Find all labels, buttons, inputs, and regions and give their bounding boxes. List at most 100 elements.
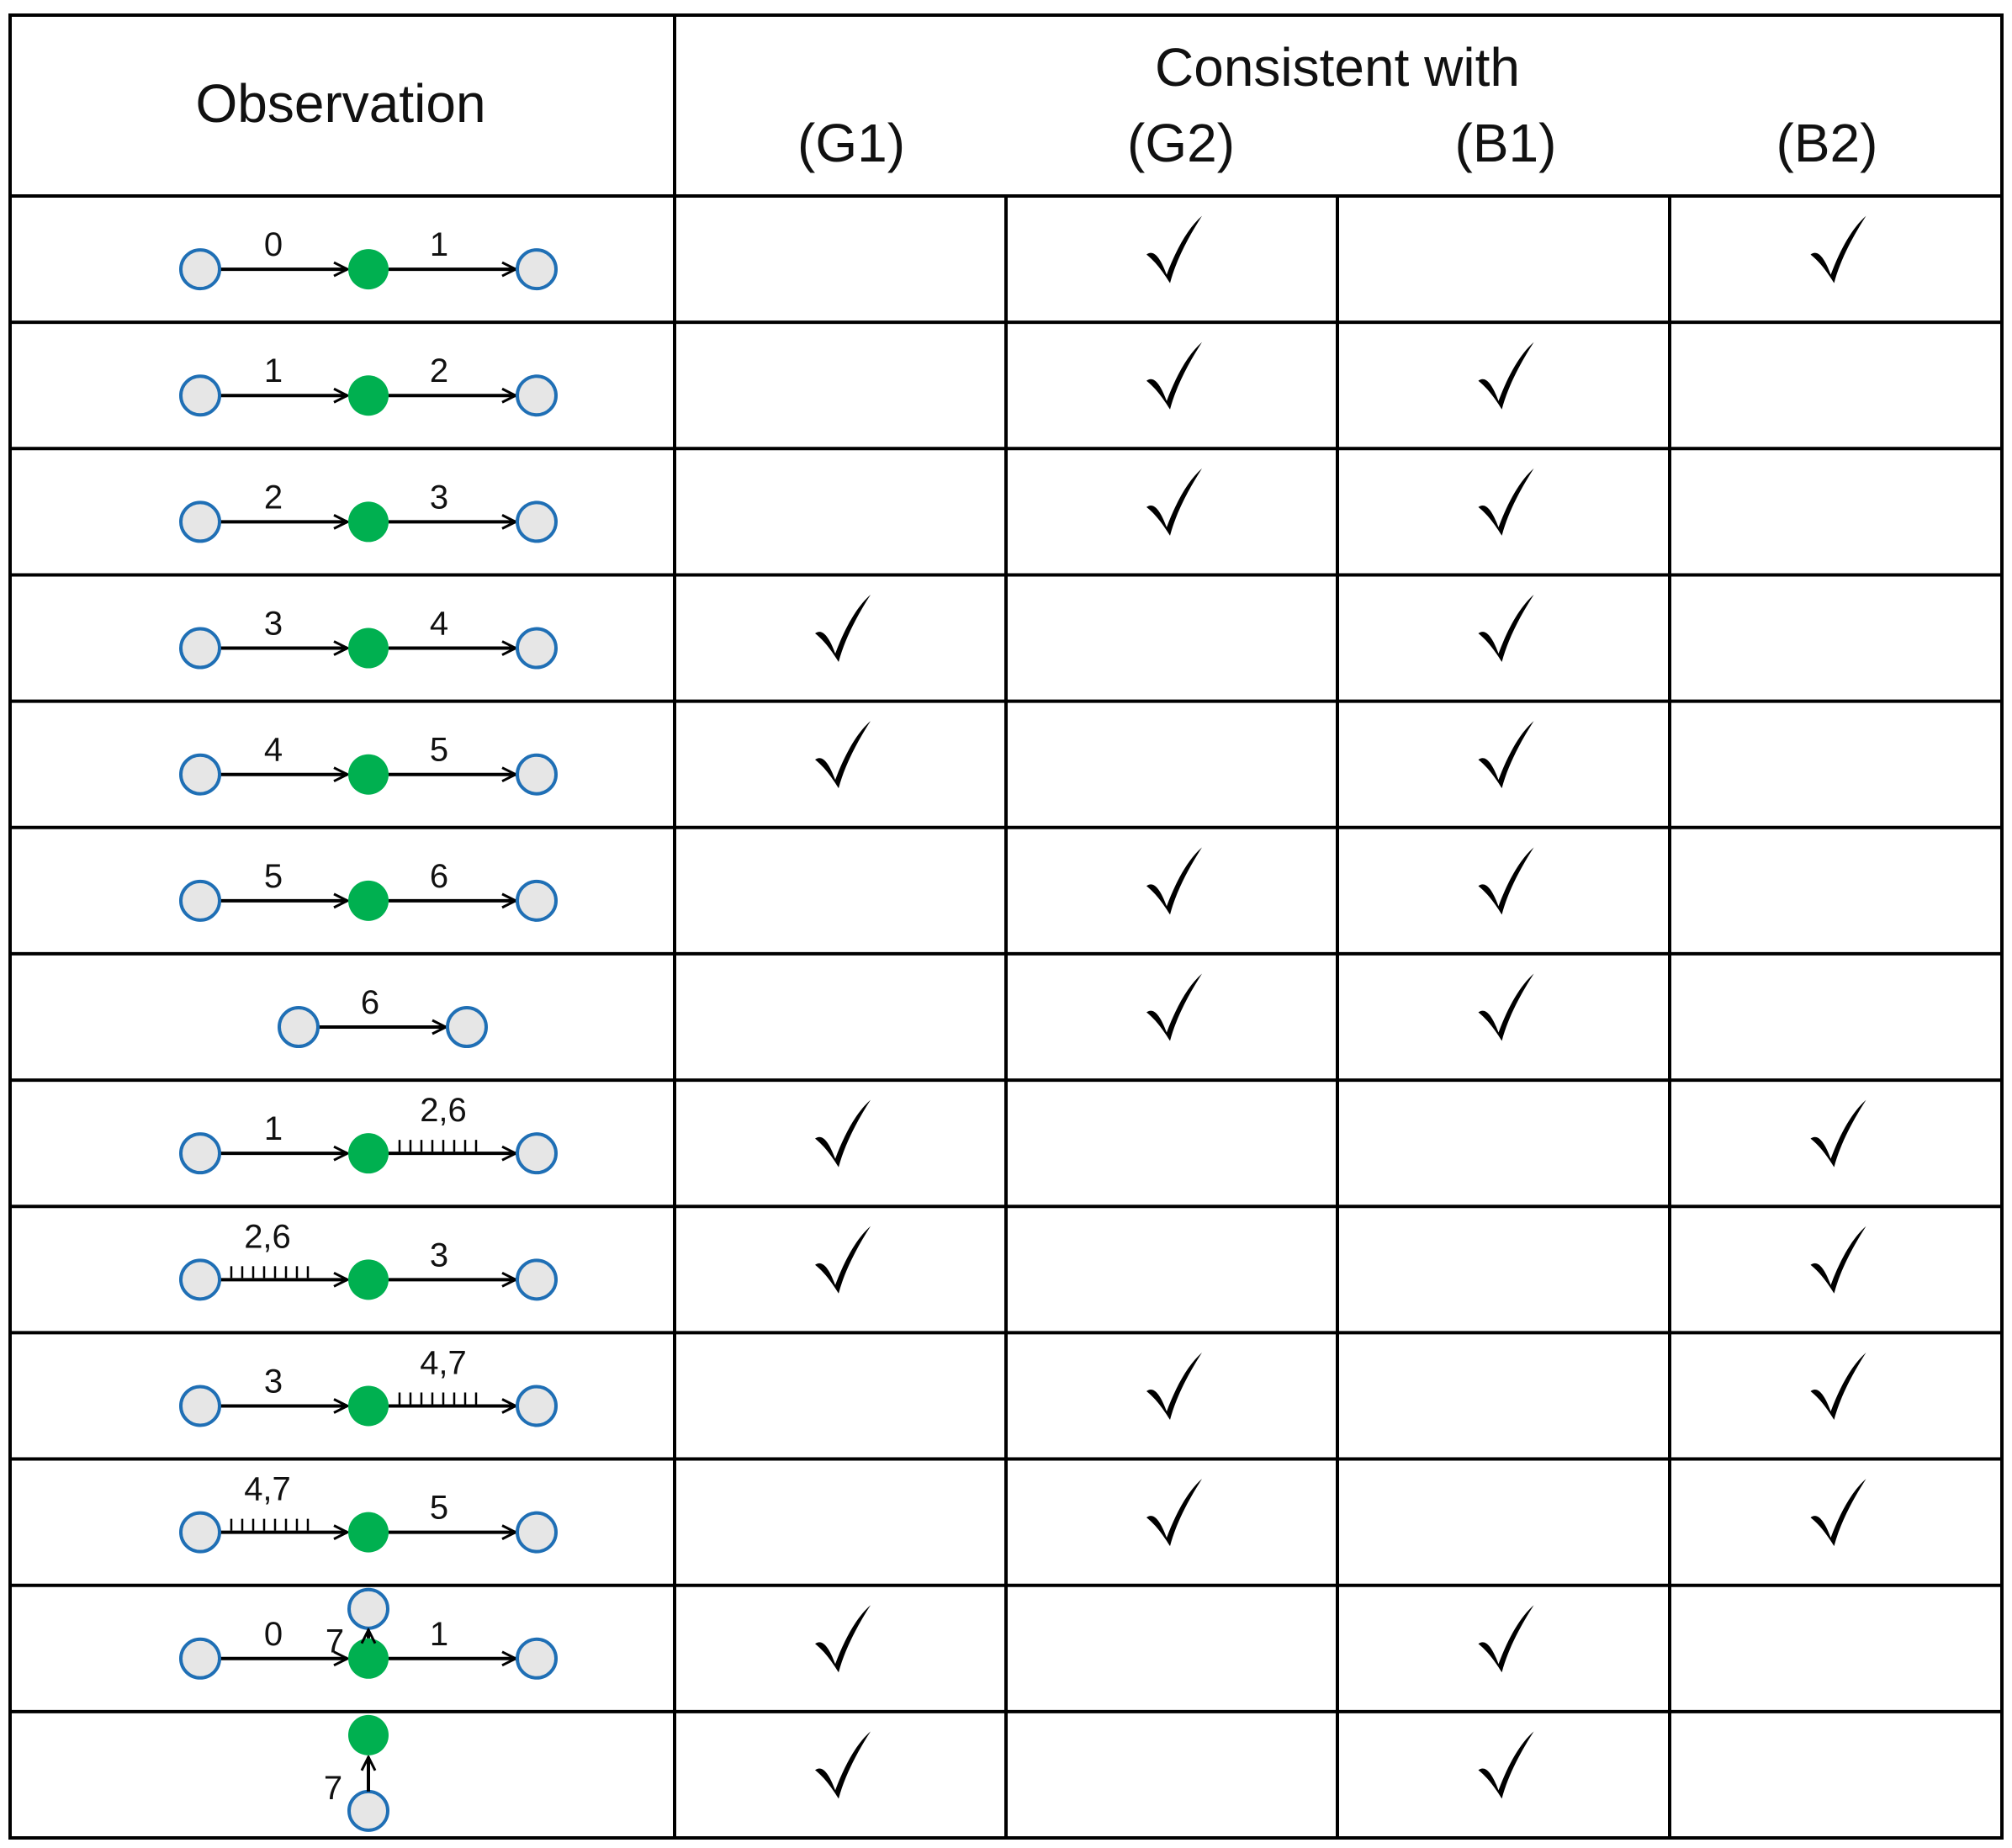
consistency-checks xyxy=(815,721,1534,789)
open-node xyxy=(347,1587,389,1630)
edge-label: 2 xyxy=(264,479,283,516)
observation-diagram: 2,6 3 xyxy=(179,1218,558,1301)
open-node xyxy=(179,500,221,543)
header-g2: (G2) xyxy=(1127,113,1235,173)
green-node xyxy=(348,249,389,290)
observation-diagram: 0 1 7 xyxy=(179,1587,558,1680)
edge-label: 6 xyxy=(361,984,379,1021)
edge-label: 1 xyxy=(430,226,448,263)
check-mark-icon xyxy=(1810,1479,1866,1547)
open-node xyxy=(179,1385,221,1427)
table-row: 0 1 7 xyxy=(179,1587,1534,1680)
consistency-checks xyxy=(1146,847,1534,915)
table-row: 4,7 5 xyxy=(179,1471,1866,1554)
check-mark-icon xyxy=(1810,1352,1866,1420)
green-node xyxy=(348,1133,389,1174)
table-body: 0 11 22 33 44 55 661 2,62,6 33 4,74,7 50 177 xyxy=(179,215,1866,1832)
check-mark-icon xyxy=(1478,973,1534,1041)
consistency-checks xyxy=(1146,215,1866,283)
edge-label: 7 xyxy=(326,1623,344,1660)
open-node xyxy=(179,1258,221,1301)
check-mark-icon xyxy=(1478,468,1534,536)
check-mark-icon xyxy=(815,1731,871,1799)
table-header: Observation Consistent with (G1) (G2) (B… xyxy=(195,37,1877,173)
open-node xyxy=(446,1006,488,1049)
consistency-checks xyxy=(1146,1352,1866,1420)
open-node xyxy=(179,627,221,670)
edge-label: 2 xyxy=(430,352,448,389)
header-b2: (B2) xyxy=(1776,113,1878,173)
open-node xyxy=(347,1789,389,1832)
header-consistent-with: Consistent with xyxy=(1155,37,1520,98)
check-mark-icon xyxy=(1478,721,1534,789)
uncertain-hatch xyxy=(230,1518,310,1531)
uncertain-hatch xyxy=(398,1392,478,1405)
check-mark-icon xyxy=(1478,847,1534,915)
open-node xyxy=(516,1258,558,1301)
check-mark-icon xyxy=(1478,1731,1534,1799)
edge-label: 5 xyxy=(264,858,283,895)
check-mark-icon xyxy=(1478,595,1534,663)
edge-label: 1 xyxy=(264,352,283,389)
check-mark-icon xyxy=(815,1099,871,1168)
green-node xyxy=(348,1259,389,1300)
edge-label: 5 xyxy=(430,732,448,769)
open-node xyxy=(516,1385,558,1427)
consistency-checks xyxy=(1146,342,1534,410)
open-node xyxy=(179,248,221,291)
green-node xyxy=(348,501,389,543)
check-mark-icon xyxy=(1810,1226,1866,1294)
green-node xyxy=(348,1638,389,1679)
consistency-checks xyxy=(1146,973,1534,1041)
check-mark-icon xyxy=(1146,1352,1202,1420)
edge-label: 0 xyxy=(264,226,283,263)
open-node xyxy=(179,753,221,796)
table-row: 1 2,6 xyxy=(179,1092,1866,1175)
header-b1: (B1) xyxy=(1455,113,1557,173)
edge-label: 1 xyxy=(430,1616,448,1653)
table-row: 2,6 3 xyxy=(179,1218,1866,1301)
edge-label: 3 xyxy=(264,606,283,643)
check-mark-icon xyxy=(1478,1605,1534,1673)
edge-label: 1 xyxy=(264,1110,283,1147)
open-node xyxy=(179,374,221,417)
open-node xyxy=(516,374,558,417)
open-node xyxy=(179,1132,221,1175)
check-mark-icon xyxy=(815,721,871,789)
check-mark-icon xyxy=(815,1605,871,1673)
observation-diagram: 4,7 5 xyxy=(179,1471,558,1554)
consistency-checks xyxy=(815,1226,1866,1294)
edge-label: 3 xyxy=(430,1236,448,1273)
edge-label: 2,6 xyxy=(244,1218,291,1255)
open-node xyxy=(516,1132,558,1175)
observation-diagram: 3 4,7 xyxy=(179,1344,558,1427)
consistency-checks xyxy=(815,1731,1534,1799)
table-row: 7 xyxy=(324,1714,1534,1832)
check-mark-icon xyxy=(1146,215,1202,283)
consistency-checks xyxy=(815,1605,1534,1673)
observation-diagram: 6 xyxy=(278,984,488,1049)
consistency-checks xyxy=(815,595,1534,663)
open-node xyxy=(516,248,558,291)
edge-label: 5 xyxy=(430,1490,448,1527)
uncertain-hatch xyxy=(398,1140,478,1152)
consistency-checks xyxy=(1146,1479,1866,1547)
check-mark-icon xyxy=(1146,468,1202,536)
open-node xyxy=(516,1637,558,1680)
open-node xyxy=(516,500,558,543)
check-mark-icon xyxy=(1146,1479,1202,1547)
edge-label: 2,6 xyxy=(420,1092,467,1129)
check-mark-icon xyxy=(815,1226,871,1294)
green-node xyxy=(348,1512,389,1553)
edge-label: 3 xyxy=(430,479,448,516)
header-g1: (G1) xyxy=(797,113,905,173)
